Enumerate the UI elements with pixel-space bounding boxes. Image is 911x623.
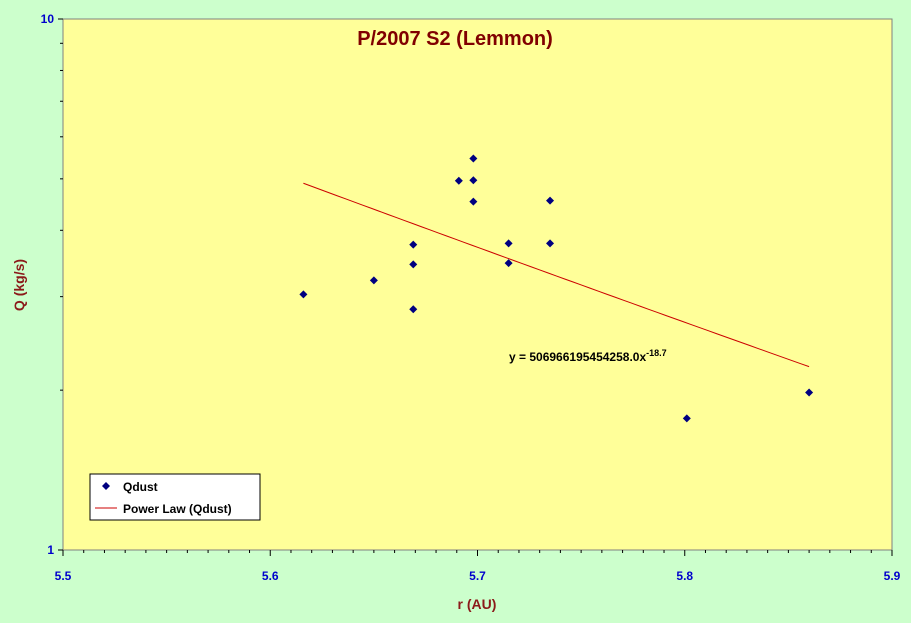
x-tick-label: 5.6 <box>262 569 279 583</box>
data-point-qdust <box>409 240 418 249</box>
data-point-qdust <box>469 197 478 206</box>
x-tick-label: 5.7 <box>469 569 486 583</box>
legend-marker-qdust <box>102 482 110 490</box>
equation-exponent: -18.7 <box>646 348 667 358</box>
equation-main: y = 506966195454258.0x <box>509 350 646 364</box>
data-point-qdust <box>454 176 463 185</box>
plot-area <box>62 18 893 551</box>
trendline-path <box>303 182 810 368</box>
x-tick-label: 5.8 <box>676 569 693 583</box>
legend-label-qdust: Qdust <box>123 480 158 494</box>
y-tick-label: 10 <box>41 12 55 26</box>
legend-label-powerlaw: Power Law (Qdust) <box>123 502 232 516</box>
data-points <box>299 154 814 423</box>
legend: Qdust Power Law (Qdust) <box>89 473 261 521</box>
data-point-qdust <box>504 259 513 268</box>
data-point-qdust <box>369 276 378 285</box>
data-point-qdust <box>682 414 691 423</box>
x-axis-ticks: 5.5 5.6 5.7 5.8 5.9 <box>55 550 901 583</box>
data-point-qdust <box>805 388 814 397</box>
data-point-qdust <box>504 239 513 248</box>
x-tick-label: 5.9 <box>884 569 901 583</box>
trendline-equation: y = 506966195454258.0x-18.7 <box>509 348 667 364</box>
y-axis-ticks: 1 10 <box>41 12 63 557</box>
chart-title: P/2007 S2 (Lemmon) <box>357 28 553 50</box>
x-tick-label: 5.5 <box>55 569 72 583</box>
legend-box <box>89 473 261 521</box>
data-point-qdust <box>409 305 418 314</box>
data-point-qdust <box>546 196 555 205</box>
data-point-qdust <box>299 290 308 299</box>
data-point-qdust <box>469 176 478 185</box>
x-axis-title: r (AU) <box>458 596 497 612</box>
data-point-qdust <box>469 154 478 163</box>
data-point-qdust <box>409 260 418 269</box>
trendline <box>303 182 810 368</box>
data-point-qdust <box>546 239 555 248</box>
y-axis-title: Q (kg/s) <box>11 259 27 311</box>
y-tick-label: 1 <box>47 543 54 557</box>
